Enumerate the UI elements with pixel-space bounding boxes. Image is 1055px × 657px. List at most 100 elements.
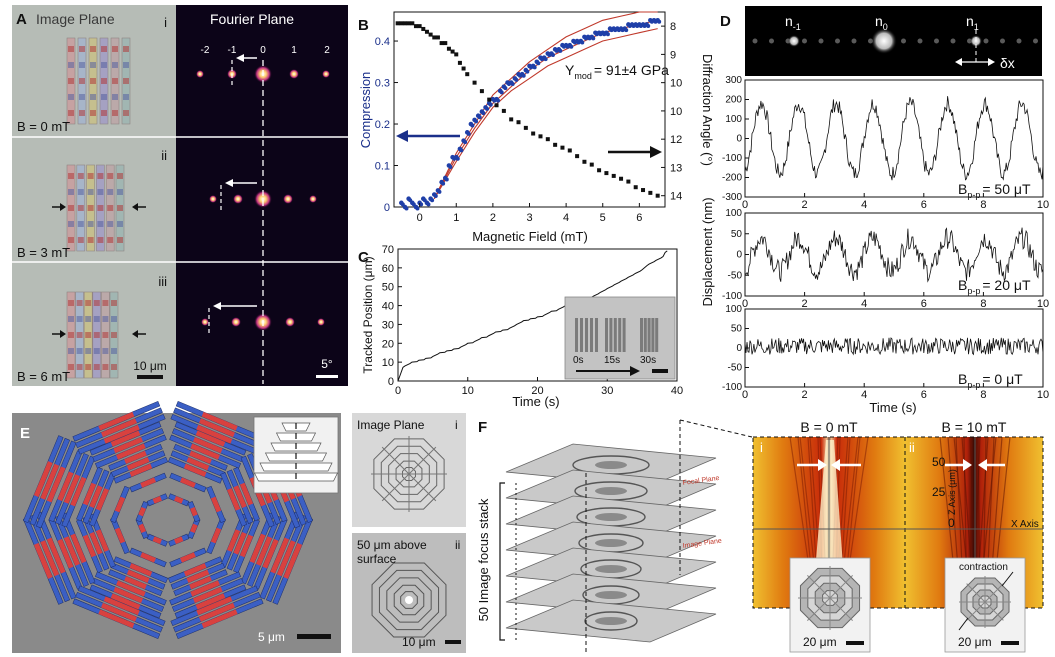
inset-spoke <box>408 473 437 502</box>
arrow-head <box>831 459 840 471</box>
inset-ring <box>378 569 440 631</box>
magnet-segment <box>183 563 207 577</box>
diffraction-point <box>450 49 455 54</box>
beam-group <box>174 584 247 619</box>
inset-device <box>585 318 588 352</box>
diffraction-spot <box>769 38 774 44</box>
magnet-segment <box>283 542 303 579</box>
x-tick-label: 6 <box>921 298 927 310</box>
row-roman-ii: ii <box>161 148 167 163</box>
y-tick-label: 0 <box>388 376 394 388</box>
magnet-segment <box>93 300 100 306</box>
diffraction-spot <box>934 38 939 44</box>
magnet-segment <box>180 477 196 488</box>
panel-letter-e: E <box>20 425 30 442</box>
z-tick: 50 <box>932 455 946 469</box>
field-label-0mT: B = 0 mT <box>17 119 70 134</box>
compression-point <box>514 77 519 82</box>
x-tick-label: 10 <box>1037 298 1049 310</box>
fourier-plane-title: Fourier Plane <box>210 11 294 27</box>
beam-group <box>265 514 307 603</box>
magnet-segment <box>97 221 104 227</box>
beam-group <box>72 401 161 442</box>
arrow-head <box>988 58 995 66</box>
magnet-segment <box>85 348 92 354</box>
magnet-segment <box>77 205 84 211</box>
y-tick-label: 70 <box>382 244 394 256</box>
magnet-segment <box>239 534 254 558</box>
panel-letter-d: D <box>720 13 731 30</box>
compression-point <box>488 102 493 107</box>
magnet-segment <box>77 237 84 243</box>
panel-letter-c: C <box>358 249 369 266</box>
magnet-segment <box>40 540 60 577</box>
compression-point <box>569 44 574 49</box>
compression-point <box>477 115 482 120</box>
magnet-segment <box>87 189 94 195</box>
magnet-segment <box>196 596 233 616</box>
inset-device <box>605 318 608 352</box>
arrow-head <box>225 179 233 187</box>
delta-x-label: δx <box>1000 55 1015 71</box>
inset-device <box>647 318 651 352</box>
order-label: 0 <box>260 45 266 56</box>
beam-group <box>135 501 149 523</box>
fourier-images <box>196 54 330 336</box>
compression-point <box>558 48 563 53</box>
beam-group <box>110 450 166 478</box>
beam-group <box>29 514 71 603</box>
magnet-segment <box>76 332 83 338</box>
chart-b-frame <box>393 11 666 208</box>
inset-device <box>651 318 655 352</box>
magnet-segment <box>76 348 83 354</box>
slice-pattern <box>595 617 627 625</box>
diffraction-spot <box>983 38 989 44</box>
x-tick-label: 0 <box>742 199 748 211</box>
compression-point <box>591 36 596 41</box>
scalebar-label: 20 μm <box>958 635 992 649</box>
x-tick-label: 6 <box>921 199 927 211</box>
x-axis-label: X Axis <box>1011 519 1039 530</box>
compression-point <box>605 32 610 37</box>
stack-label: 50 Image focus stack <box>476 498 491 621</box>
compression-point <box>550 52 555 57</box>
beam-group <box>259 511 301 600</box>
arrow-head <box>650 146 662 158</box>
y-tick-label: 0.3 <box>375 78 390 90</box>
x-tick-label: 4 <box>861 199 867 211</box>
beam-group <box>108 569 163 597</box>
magnet-segment <box>186 457 210 471</box>
beam-group <box>247 515 282 587</box>
panel-c: C 0 10 20 30 40 0 10 20 30 40 50 60 70 Time (s) Trac… <box>358 244 683 409</box>
magnet-segment <box>101 46 107 52</box>
inset-i-title: Image Plane <box>357 418 425 432</box>
diffraction-point <box>424 29 429 34</box>
chart-c: 0 10 20 30 40 0 10 20 30 40 50 60 70 Time (s) Tracke… <box>361 244 683 409</box>
beam-group <box>233 466 260 522</box>
magnet-segment <box>93 348 100 354</box>
inset-ring <box>386 577 432 623</box>
beam-group <box>92 577 165 612</box>
beam-group <box>129 472 167 493</box>
arrow-head <box>818 459 827 471</box>
diffraction-spot <box>283 194 293 204</box>
magnet-segment <box>117 189 123 195</box>
inset-device <box>640 318 643 352</box>
fit-curve <box>433 28 658 199</box>
inset-device <box>595 318 598 352</box>
diffraction-point <box>432 35 437 40</box>
magnet-segment <box>123 46 129 52</box>
trace-label-50uT: Bp-p = 50 μT <box>958 181 1031 200</box>
magnet-segment <box>33 542 53 579</box>
beam-group <box>187 501 201 523</box>
inset-time-label: 0s <box>573 355 584 366</box>
y-tick-label: -200 <box>722 173 742 184</box>
fit-curves <box>433 11 658 199</box>
magnet-segment <box>174 495 184 504</box>
beam-group <box>113 556 169 584</box>
field-label-3mT: B = 3 mT <box>17 245 70 260</box>
contraction-pointer <box>1001 571 1014 587</box>
magnet-segment <box>256 536 273 566</box>
diffraction-point <box>479 89 484 94</box>
